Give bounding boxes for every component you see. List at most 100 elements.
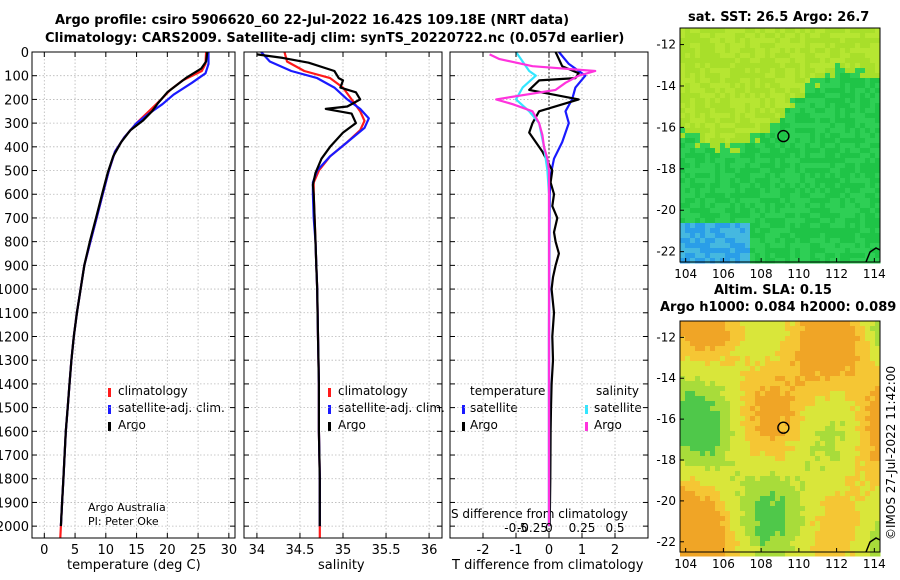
map-cell	[725, 258, 731, 264]
map-cell	[820, 68, 826, 74]
map-cell	[750, 38, 756, 44]
map-cell	[685, 486, 691, 492]
map-y-tick-label: -18	[656, 162, 676, 176]
map-cell	[795, 228, 801, 234]
map-cell	[745, 188, 751, 194]
map-cell	[695, 401, 701, 407]
map-cell	[730, 163, 736, 169]
map-cell	[720, 536, 726, 542]
map-cell	[770, 466, 776, 472]
map-cell	[775, 471, 781, 477]
map-cell	[685, 168, 691, 174]
map-cell	[870, 421, 876, 427]
map-cell	[875, 336, 881, 342]
map-cell	[770, 446, 776, 452]
profile-location-marker	[777, 421, 790, 434]
map-cell	[855, 411, 861, 417]
map-cell	[860, 78, 866, 84]
map-cell	[815, 243, 821, 249]
map-cell	[710, 501, 716, 507]
map-cell	[745, 466, 751, 472]
map-cell	[855, 516, 861, 522]
map-cell	[760, 78, 766, 84]
map-cell	[700, 178, 706, 184]
map-cell	[700, 43, 706, 49]
map-cell	[680, 208, 686, 214]
map-cell	[760, 253, 766, 259]
map-cell	[830, 401, 836, 407]
map-cell	[810, 511, 816, 517]
map-cell	[860, 133, 866, 139]
map-cell	[760, 391, 766, 397]
map-cell	[775, 243, 781, 249]
map-cell	[875, 411, 881, 417]
map-cell	[835, 386, 841, 392]
map-cell	[770, 228, 776, 234]
map-cell	[875, 371, 881, 377]
map-cell	[735, 411, 741, 417]
map-cell	[750, 68, 756, 74]
map-cell	[820, 501, 826, 507]
map-cell	[710, 506, 716, 512]
map-cell	[730, 248, 736, 254]
map-cell	[740, 381, 746, 387]
map-cell	[780, 183, 786, 189]
map-cell	[755, 506, 761, 512]
map-cell	[805, 321, 811, 327]
map-cell	[785, 426, 791, 432]
map-cell	[860, 158, 866, 164]
map-cell	[795, 113, 801, 119]
map-cell	[845, 138, 851, 144]
map-cell	[710, 233, 716, 239]
map-cell	[820, 466, 826, 472]
map-cell	[855, 471, 861, 477]
map-cell	[785, 228, 791, 234]
map-cell	[715, 341, 721, 347]
map-cell	[845, 511, 851, 517]
map-cell	[815, 456, 821, 462]
map-cell	[715, 48, 721, 54]
map-cell	[730, 103, 736, 109]
map-cell	[750, 103, 756, 109]
map-cell	[865, 321, 871, 327]
map-cell	[835, 43, 841, 49]
map-cell	[755, 426, 761, 432]
map-cell	[865, 506, 871, 512]
map-cell	[745, 193, 751, 199]
map-cell	[795, 401, 801, 407]
map-cell	[810, 351, 816, 357]
map-cell	[805, 63, 811, 69]
map-cell	[780, 546, 786, 552]
map-cell	[815, 173, 821, 179]
map-cell	[790, 138, 796, 144]
map-cell	[870, 213, 876, 219]
map-cell	[870, 526, 876, 532]
map-cell	[795, 391, 801, 397]
map-cell	[780, 73, 786, 79]
x-tick-label: 2	[611, 543, 619, 558]
map-cell	[720, 78, 726, 84]
map-cell	[825, 461, 831, 467]
map-cell	[850, 98, 856, 104]
map-cell	[705, 123, 711, 129]
map-cell	[740, 63, 746, 69]
map-cell	[805, 336, 811, 342]
map-cell	[830, 426, 836, 432]
map-cell	[850, 336, 856, 342]
map-cell	[835, 248, 841, 254]
map-cell	[860, 381, 866, 387]
map-cell	[690, 253, 696, 259]
map-cell	[760, 238, 766, 244]
map-cell	[830, 476, 836, 482]
map-cell	[865, 496, 871, 502]
map-cell	[705, 243, 711, 249]
map-cell	[835, 108, 841, 114]
map-cell	[785, 386, 791, 392]
map-cell	[805, 38, 811, 44]
map-cell	[850, 461, 856, 467]
map-cell	[820, 491, 826, 497]
map-cell	[820, 356, 826, 362]
map-cell	[825, 183, 831, 189]
map-cell	[690, 123, 696, 129]
map-cell	[845, 58, 851, 64]
